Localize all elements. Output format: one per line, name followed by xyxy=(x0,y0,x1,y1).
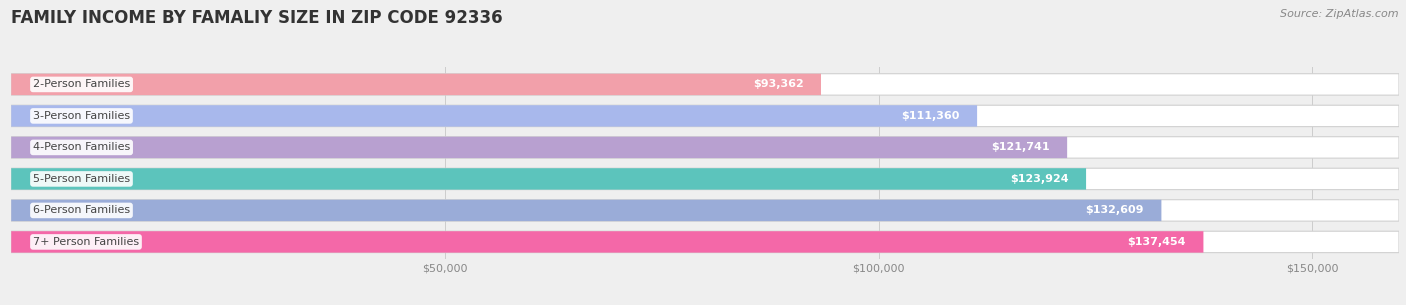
FancyBboxPatch shape xyxy=(11,168,1399,190)
FancyBboxPatch shape xyxy=(11,231,1204,253)
FancyBboxPatch shape xyxy=(11,105,1399,127)
Text: 4-Person Families: 4-Person Families xyxy=(32,142,131,152)
FancyBboxPatch shape xyxy=(11,168,1085,190)
Text: $121,741: $121,741 xyxy=(991,142,1050,152)
FancyBboxPatch shape xyxy=(11,200,1161,221)
FancyBboxPatch shape xyxy=(11,137,1067,158)
Text: Source: ZipAtlas.com: Source: ZipAtlas.com xyxy=(1281,9,1399,19)
Text: FAMILY INCOME BY FAMALIY SIZE IN ZIP CODE 92336: FAMILY INCOME BY FAMALIY SIZE IN ZIP COD… xyxy=(11,9,503,27)
FancyBboxPatch shape xyxy=(11,200,1399,221)
Text: $132,609: $132,609 xyxy=(1085,206,1144,215)
Text: $137,454: $137,454 xyxy=(1128,237,1187,247)
Text: $123,924: $123,924 xyxy=(1010,174,1069,184)
FancyBboxPatch shape xyxy=(11,137,1399,158)
Text: $93,362: $93,362 xyxy=(752,79,804,89)
Text: 6-Person Families: 6-Person Families xyxy=(32,206,131,215)
FancyBboxPatch shape xyxy=(11,231,1399,253)
Text: 3-Person Families: 3-Person Families xyxy=(32,111,131,121)
FancyBboxPatch shape xyxy=(11,105,977,127)
FancyBboxPatch shape xyxy=(11,74,1399,95)
FancyBboxPatch shape xyxy=(11,74,821,95)
Text: 5-Person Families: 5-Person Families xyxy=(32,174,131,184)
Text: 2-Person Families: 2-Person Families xyxy=(32,79,131,89)
Text: $111,360: $111,360 xyxy=(901,111,960,121)
Text: 7+ Person Families: 7+ Person Families xyxy=(32,237,139,247)
